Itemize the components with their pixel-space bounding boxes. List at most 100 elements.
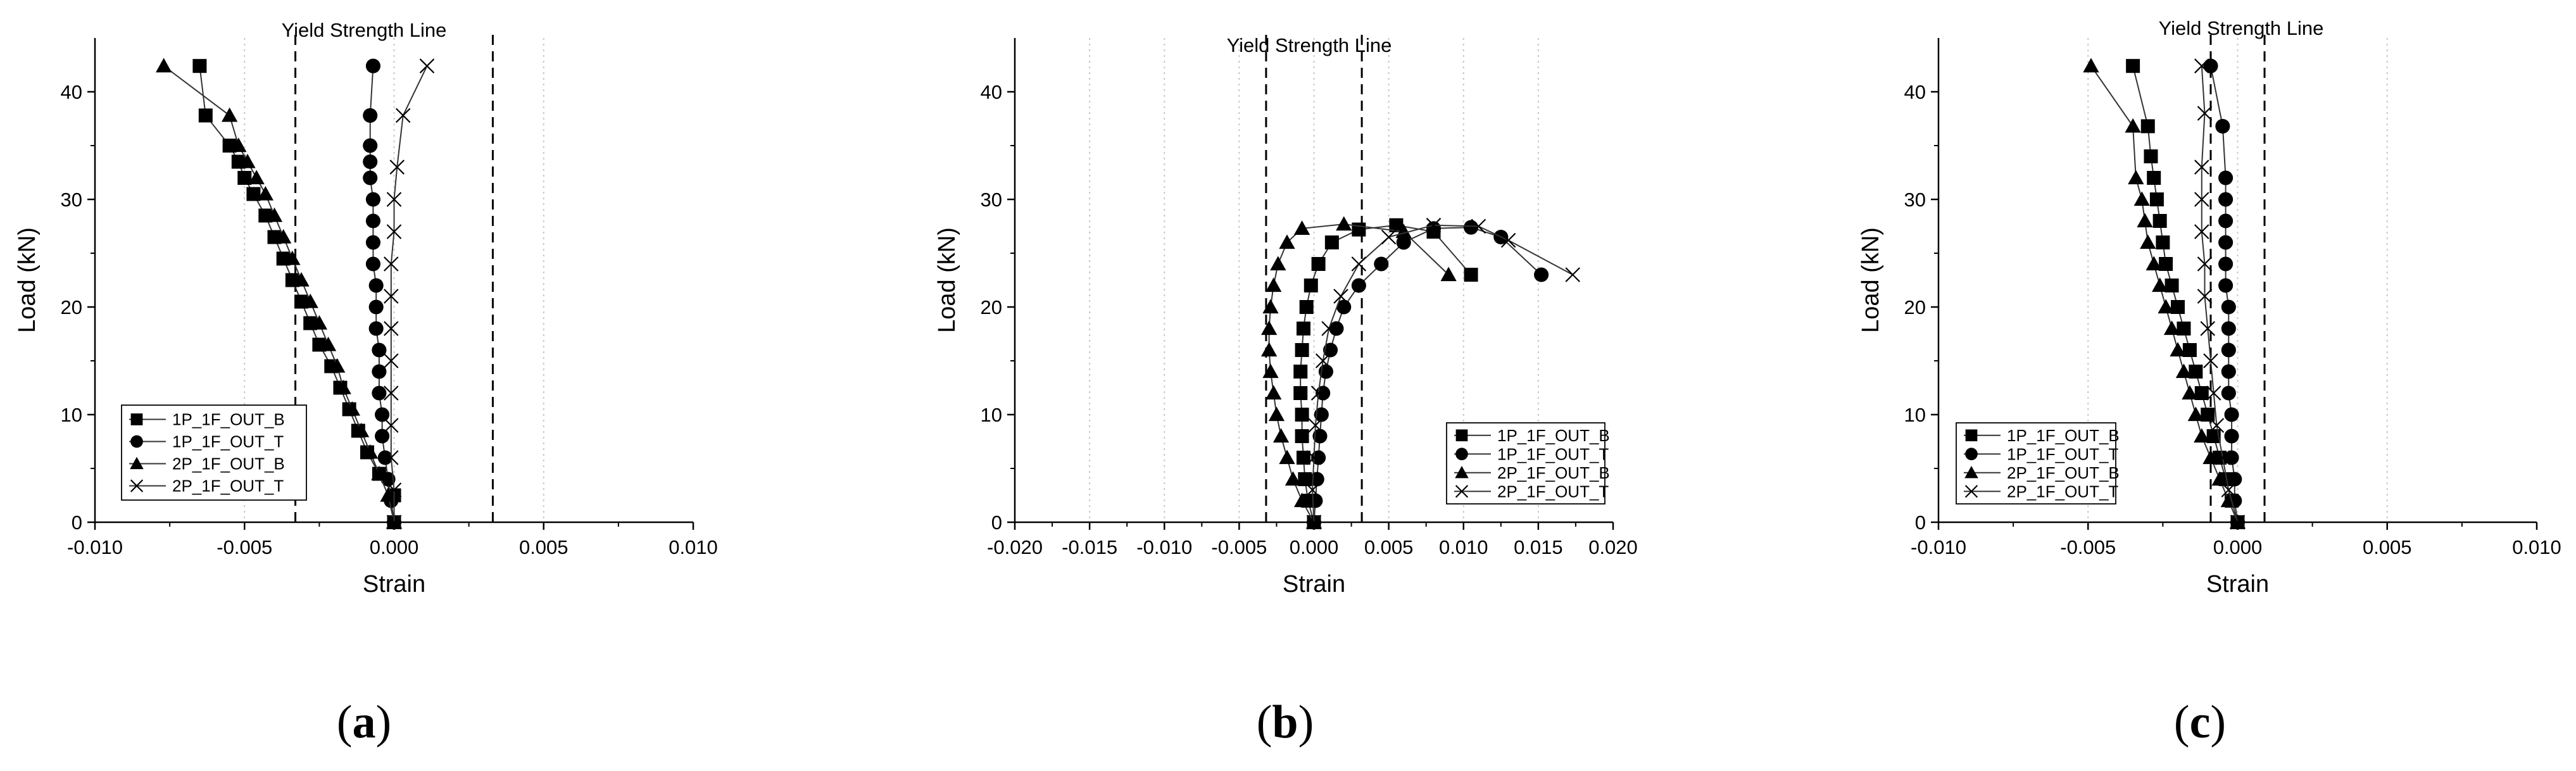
data-point-square	[1352, 222, 1366, 237]
data-point-triangle	[1279, 234, 1295, 249]
x-tick-label: -0.010	[67, 536, 123, 558]
series-line	[390, 65, 428, 522]
x-tick-label: -0.005	[1211, 536, 1267, 558]
data-point-x	[389, 160, 405, 175]
legend-label: 1P_1F_OUT_T	[172, 432, 284, 451]
data-point-square	[2152, 214, 2167, 228]
data-point-triangle	[1262, 363, 1279, 379]
data-point-square	[1304, 279, 1318, 292]
data-point-square	[2201, 408, 2215, 422]
data-point-circle	[2203, 58, 2218, 73]
data-point-x	[1308, 418, 1323, 433]
x-tick-label: 0.020	[1588, 536, 1638, 558]
data-point-triangle	[230, 137, 247, 153]
data-point-x	[2197, 106, 2213, 121]
data-point-x	[2194, 58, 2209, 73]
data-point-x	[1321, 321, 1336, 336]
data-point-circle	[2218, 256, 2234, 272]
data-point-triangle	[2175, 363, 2192, 379]
legend-marker-square	[1455, 429, 1468, 442]
data-point-square	[237, 171, 252, 185]
data-point-square	[2140, 119, 2155, 134]
x-tick-label: 0.000	[2213, 536, 2263, 558]
data-point-circle	[363, 138, 378, 153]
data-point-square	[1464, 268, 1478, 282]
data-point-circle	[1308, 493, 1323, 508]
data-point-triangle	[257, 185, 273, 201]
data-point-square	[1299, 300, 1314, 314]
data-point-circle	[2218, 192, 2234, 207]
data-point-square	[2159, 257, 2173, 271]
data-point-x	[1351, 256, 1367, 272]
data-point-x	[1305, 482, 1320, 498]
y-tick-label: 0	[991, 511, 1002, 534]
data-point-square	[1293, 386, 1308, 400]
yield-strength-annotation: Yield Strength Line	[2159, 17, 2324, 39]
data-point-triangle	[1266, 385, 1282, 400]
y-tick-label: 10	[1904, 404, 1926, 426]
data-point-circle	[1311, 450, 1326, 465]
data-point-square	[2126, 59, 2140, 73]
data-point-triangle	[2194, 428, 2210, 443]
data-point-triangle	[1266, 277, 1282, 292]
data-point-x	[1565, 267, 1580, 282]
data-point-circle	[375, 429, 390, 444]
data-point-circle	[2218, 213, 2234, 229]
data-point-circle	[2218, 278, 2234, 293]
legend-box	[121, 404, 307, 501]
data-point-x	[2203, 353, 2218, 368]
legend-marker-triangle	[130, 456, 144, 470]
series-x	[2194, 58, 2246, 530]
data-point-triangle	[1272, 428, 1290, 443]
data-point-x	[1500, 232, 1516, 248]
panel-label-close: )	[376, 696, 392, 748]
data-point-circle	[1314, 407, 1329, 422]
data-point-x	[1306, 515, 1322, 530]
data-point-circle	[368, 299, 384, 315]
y-axis-title: Load (kN)	[14, 227, 41, 333]
data-point-x	[2200, 321, 2216, 336]
data-point-circle	[365, 235, 380, 250]
data-point-x	[2215, 450, 2230, 465]
data-point-circle	[1396, 235, 1411, 250]
legend-label: 2P_1F_OUT_B	[1497, 463, 1610, 482]
data-point-x	[2194, 160, 2209, 175]
legend-label: 1P_1F_OUT_B	[1497, 426, 1610, 445]
y-tick-label: 30	[61, 189, 82, 211]
panel-label-open: (	[337, 696, 353, 748]
data-point-triangle	[2163, 320, 2180, 335]
data-point-circle	[1374, 256, 1389, 272]
data-point-square	[1389, 218, 1404, 232]
data-point-triangle	[1270, 256, 1286, 271]
data-point-triangle	[335, 379, 351, 394]
data-point-triangle	[302, 293, 318, 308]
data-point-circle	[2224, 407, 2239, 422]
data-point-circle	[2221, 299, 2236, 315]
data-point-circle	[372, 385, 387, 401]
legend: 1P_1F_OUT_B1P_1F_OUT_T2P_1F_OUT_B2P_1F_O…	[1446, 422, 1610, 505]
data-point-triangle	[2211, 471, 2228, 486]
x-tick-label: 0.005	[1364, 536, 1414, 558]
x-tick-label: 0.000	[370, 536, 419, 558]
x-tick-label: -0.015	[1062, 536, 1117, 558]
data-point-triangle	[1440, 266, 1457, 282]
data-point-triangle	[353, 422, 370, 437]
data-point-square	[1293, 365, 1308, 379]
chart-panel-0: -0.010 -0.005 0.000 0.005 0.010 0 10 20 30 40 Stra…	[14, 19, 718, 748]
data-point-x	[2197, 256, 2213, 272]
data-point-x	[1306, 450, 1322, 465]
y-tick-label: 30	[1904, 189, 1926, 211]
data-point-circle	[2224, 450, 2239, 465]
data-point-square	[1298, 472, 1312, 486]
x-axis-title: Strain	[363, 571, 425, 598]
data-point-circle	[2221, 342, 2236, 358]
data-point-x	[1381, 229, 1397, 245]
data-point-triangle	[221, 107, 238, 122]
data-point-triangle	[239, 153, 256, 168]
data-point-x	[1333, 289, 1348, 304]
x-tick-label: -0.020	[987, 536, 1043, 558]
y-tick-label: 0	[1915, 511, 1926, 534]
data-point-triangle	[2170, 342, 2186, 357]
data-point-circle	[1312, 429, 1328, 444]
data-point-circle	[368, 321, 384, 336]
